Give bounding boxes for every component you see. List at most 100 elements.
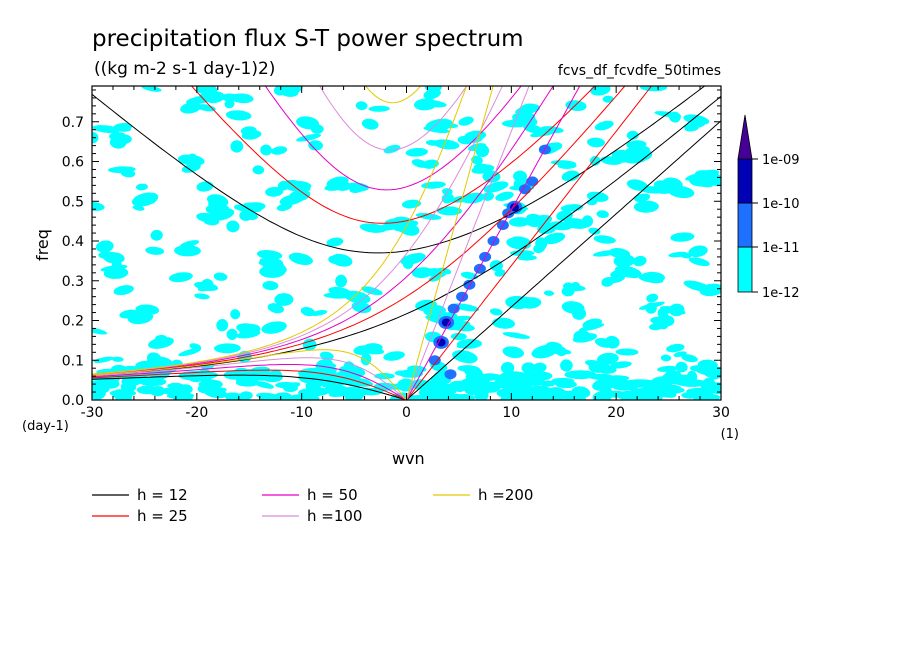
spectrum-patch (626, 140, 647, 149)
spectrum-patch (411, 267, 433, 279)
spectrum-patch (515, 391, 547, 400)
spectrum-patch (543, 232, 566, 245)
spectrum-patch (177, 384, 193, 395)
spectrum-blob (473, 263, 486, 274)
spectrum-patch (259, 265, 286, 278)
spectrum-patch (260, 144, 272, 156)
x-tick-label: 20 (607, 405, 625, 421)
mixed-rossby-gravity-curve-h12 (92, 95, 721, 377)
spectrum-patch (610, 268, 634, 278)
spectrum-patch (187, 153, 199, 166)
spectrum-patch (640, 86, 668, 92)
spectrum-patch (549, 142, 563, 151)
spectrum-patch (429, 394, 454, 400)
rossby-curve-h25 (92, 369, 407, 400)
spectrum-patch (411, 159, 428, 168)
colorbar-segment (737, 158, 753, 204)
spectrum-patch (224, 99, 235, 109)
spectrum-patch (262, 280, 279, 291)
spectrum-patch (401, 199, 422, 209)
spectrum-patch (196, 181, 214, 192)
spectrum-patch (260, 394, 288, 400)
spectrum-patch (670, 232, 695, 242)
kelvin-curve-h25 (406, 86, 653, 400)
spectrum-patch (532, 362, 547, 373)
x-unit-label: (1) (721, 427, 739, 442)
spectrum-patch (564, 370, 597, 380)
spectrum-patch (435, 383, 456, 392)
spectrum-patch (146, 352, 162, 365)
spectrum-patch (436, 206, 462, 216)
inertia-gravity-curve-h50 (264, 86, 522, 191)
spectrum-patch (573, 330, 591, 343)
spectrum-patch (415, 212, 442, 220)
spectrum-patch (548, 221, 573, 231)
spectrum-patch (112, 389, 129, 399)
kelvin-curve-h100 (406, 86, 530, 400)
spectrum-patch (587, 137, 605, 148)
spectrum-patch (189, 343, 202, 350)
y-tick-label: 0.2 (62, 314, 84, 330)
y-tick-label: 0.0 (62, 393, 84, 409)
spectrum-patch (556, 210, 573, 222)
spectrum-patch (256, 250, 283, 260)
spectrum-patch (646, 293, 659, 303)
spectrum-patch (681, 354, 698, 363)
spectrum-patch (92, 387, 106, 400)
spectrum-patch (288, 189, 311, 202)
spectrum-patch (473, 163, 490, 171)
spectrum-patch (699, 283, 721, 297)
spectrum-patch (588, 227, 601, 235)
legend-label: h = 50 (307, 486, 358, 504)
spectrum-patch (216, 319, 229, 332)
spectrum-patch (483, 181, 509, 193)
spectrum-patch (555, 346, 567, 357)
legend-label: h =100 (307, 507, 362, 525)
spectrum-patch (526, 213, 544, 225)
spectrum-patch (259, 258, 271, 265)
spectrum-patch (308, 140, 323, 151)
spectrum-patch (557, 162, 577, 170)
spectrum-patch (343, 378, 371, 387)
spectrum-blob (444, 369, 457, 380)
spectrum-patch (148, 336, 174, 349)
spectrum-patch (565, 100, 587, 111)
mixed-rossby-gravity-curve-h50 (92, 86, 554, 376)
spectrum-patch (652, 186, 664, 193)
spectrum-patch (226, 328, 238, 340)
spectrum-patch (505, 295, 530, 310)
spectrum-patch (498, 371, 529, 383)
spectrum-patch (398, 369, 424, 378)
spectrum-patch (346, 182, 369, 192)
spectrum-patch (561, 286, 575, 297)
mixed-rossby-gravity-curve-h100 (92, 86, 503, 375)
kelvin-curve-h50 (406, 86, 581, 400)
spectrum-patch (520, 103, 540, 113)
spectrum-patch (572, 307, 587, 320)
spectrum-patch (194, 293, 210, 300)
spectrum-patch (668, 185, 695, 199)
spectrum-patch (225, 110, 252, 121)
rossby-curve-h100 (92, 357, 407, 400)
spectrum-patch (608, 248, 631, 259)
colorbar-label: 1e-12 (762, 286, 800, 301)
spectrum-patch (113, 285, 134, 296)
spectrum-patch (220, 93, 240, 102)
spectrum-patch (657, 307, 669, 319)
y-tick-label: 0.7 (62, 115, 84, 131)
legend: h = 12 h = 25 h = 50 h =100 h =200 (92, 486, 533, 525)
spectrum-patch (330, 253, 353, 267)
spectrum-patch (632, 255, 647, 267)
spectrum-patch (174, 244, 201, 257)
spectrum-patch (543, 290, 555, 296)
spectrum-patch (502, 332, 531, 339)
spectrum-patch (496, 388, 516, 398)
spectrum-patch (115, 126, 131, 132)
rossby-curve-h12 (92, 374, 407, 400)
spectrum-patch (98, 251, 119, 260)
legend-label: h =200 (478, 486, 533, 504)
spectrum-patch (466, 133, 483, 143)
spectrum-patch (633, 200, 659, 213)
spectrum-patch (132, 205, 145, 211)
spectrum-patch (586, 191, 609, 202)
